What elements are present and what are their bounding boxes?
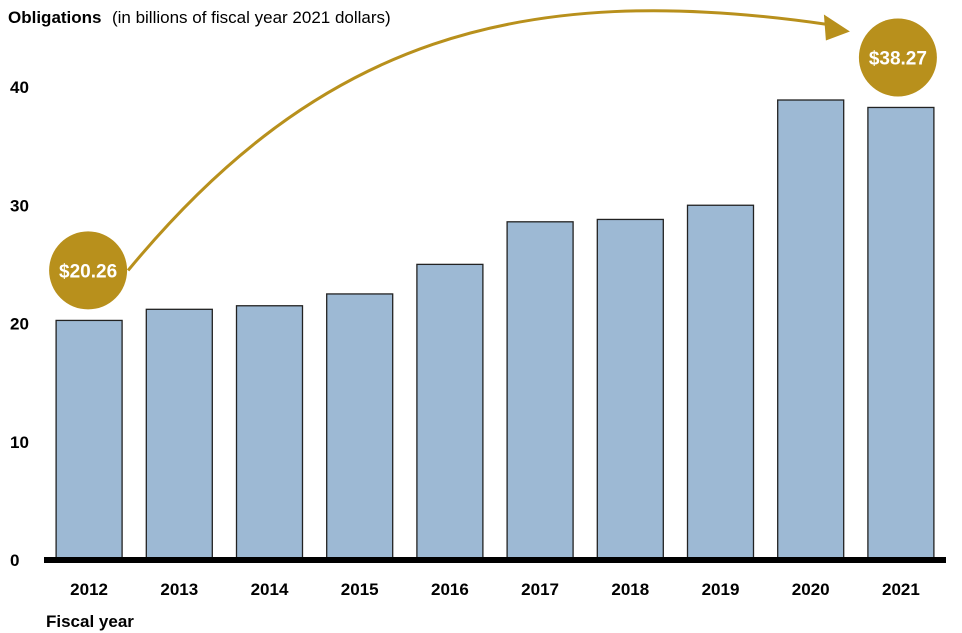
value-callout-label: $20.26 (59, 261, 117, 282)
trend-arrow (126, 9, 850, 272)
y-tick-label: 0 (10, 551, 19, 570)
value-callouts: $20.26 $38.27 (49, 18, 937, 310)
value-callout-label: $38.27 (869, 48, 927, 69)
x-tick-label: 2016 (431, 580, 469, 599)
arrow-head-icon (823, 14, 850, 41)
value-callout-circle (49, 231, 128, 310)
trend-arrow-line (126, 9, 829, 272)
chart-title-rest: (in billions of fiscal year 2021 dollars… (112, 8, 391, 27)
bar-2020 (777, 99, 845, 561)
bar-2017 (506, 221, 574, 561)
chart-title: Obligations (in billions of fiscal year … (8, 8, 391, 27)
x-tick-label: 2014 (251, 580, 289, 599)
bar-2015 (326, 293, 394, 561)
x-tick-label: 2019 (702, 580, 740, 599)
x-tick-label: 2015 (341, 580, 379, 599)
bar-2019 (686, 204, 755, 561)
bars (55, 99, 935, 561)
x-tick-label: 2012 (70, 580, 108, 599)
bar-2021 (867, 106, 935, 561)
y-axis-ticks: 0 10 20 30 40 (10, 78, 29, 570)
x-axis-ticks: 2012 2013 2014 2015 2016 2017 2018 2019 2020 2021 (70, 580, 920, 599)
y-tick-label: 20 (10, 315, 29, 334)
x-axis-label: Fiscal year (46, 612, 134, 631)
x-tick-label: 2021 (882, 580, 920, 599)
bar-2012 (55, 319, 123, 561)
bar-2016 (416, 263, 484, 561)
bar-2018 (596, 218, 664, 561)
y-tick-label: 30 (10, 196, 29, 215)
bar-2014 (235, 305, 304, 561)
y-tick-label: 10 (10, 433, 29, 452)
x-tick-label: 2013 (160, 580, 198, 599)
x-tick-label: 2017 (521, 580, 559, 599)
x-tick-label: 2020 (792, 580, 830, 599)
chart-title-bold: Obligations (8, 8, 102, 27)
value-callout-circle (858, 18, 937, 97)
bar-2013 (145, 308, 213, 561)
x-tick-label: 2018 (611, 580, 649, 599)
y-tick-label: 40 (10, 78, 29, 97)
